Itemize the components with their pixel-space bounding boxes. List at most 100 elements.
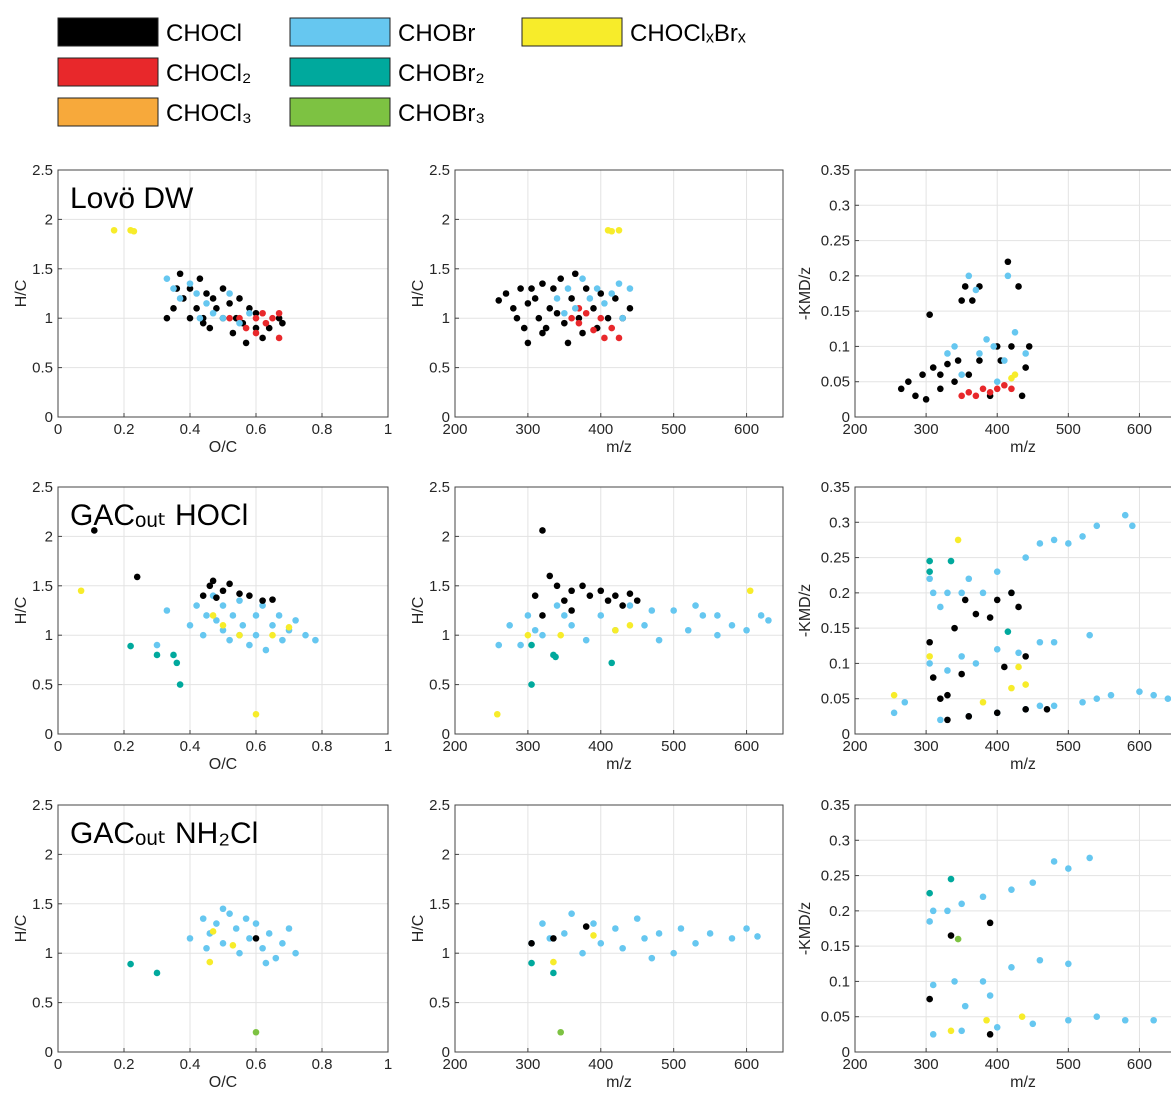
point — [929, 674, 937, 681]
y-tick-label: 0 — [442, 726, 450, 743]
plot-frame — [454, 804, 784, 1053]
point — [601, 300, 608, 307]
point — [550, 969, 557, 977]
y-axis-label: -KMD/z — [797, 584, 814, 637]
point — [897, 385, 905, 393]
point — [1029, 879, 1037, 886]
point — [91, 527, 98, 534]
point — [557, 1028, 564, 1036]
point — [579, 329, 586, 337]
x-tick-label: 500 — [1056, 1056, 1081, 1073]
point — [110, 226, 118, 234]
point — [965, 371, 973, 378]
point — [269, 631, 276, 639]
point — [972, 392, 980, 400]
point — [1150, 1016, 1157, 1024]
point — [226, 580, 233, 588]
x-tick-label: 0.6 — [246, 1056, 267, 1073]
point — [1011, 329, 1019, 336]
y-tick-label: 1.5 — [429, 578, 450, 595]
point — [203, 300, 210, 307]
point — [552, 653, 559, 661]
point — [1022, 554, 1029, 561]
point — [528, 641, 535, 649]
point — [252, 324, 260, 332]
plot-area — [455, 170, 783, 417]
point — [937, 603, 944, 611]
legend-swatch — [521, 17, 623, 47]
point — [275, 309, 283, 317]
point — [219, 314, 227, 322]
point — [219, 622, 227, 629]
point — [193, 290, 200, 297]
point — [170, 305, 177, 312]
point — [213, 594, 220, 601]
y-tick-label: 1.5 — [32, 261, 53, 278]
point — [539, 329, 546, 337]
point — [612, 626, 619, 634]
point — [186, 622, 194, 629]
point — [1136, 688, 1143, 695]
point — [163, 275, 171, 282]
x-tick-label: 0.4 — [180, 1056, 201, 1073]
legend-label: CHOBr₂ — [398, 60, 485, 87]
point — [597, 940, 605, 947]
point — [633, 915, 641, 922]
point — [1015, 603, 1022, 611]
point — [958, 653, 965, 660]
point — [929, 364, 937, 371]
x-tick-label: 0.2 — [114, 738, 135, 755]
x-tick-label: 500 — [661, 421, 686, 438]
point — [1121, 1016, 1129, 1024]
point — [571, 270, 579, 278]
point — [926, 653, 933, 660]
point — [561, 930, 568, 937]
point — [641, 935, 648, 942]
point — [196, 275, 204, 282]
point — [193, 305, 200, 312]
point — [252, 935, 260, 942]
y-axis-label: H/C — [13, 597, 30, 625]
panel-title: GACₒᵤₜ HOCl — [70, 499, 248, 532]
y-tick-label: 1 — [45, 627, 53, 644]
point — [209, 928, 217, 935]
point — [246, 641, 253, 649]
y-tick-label: 0.15 — [821, 620, 850, 637]
y-tick-label: 0.35 — [821, 479, 850, 496]
legend-entry: CHOBr₂ — [289, 57, 485, 87]
point — [493, 710, 501, 718]
panel: 200 300 400 500 600 0 0.05 0.1 0.15 0.2 0.25 0.3 0.3… — [797, 479, 1171, 773]
point — [252, 1028, 260, 1036]
panel: 200 300 400 500 600 0 0.5 1 1.5 2 2.5 m/z H/C — [410, 162, 784, 456]
point — [524, 631, 532, 639]
point — [926, 660, 933, 667]
y-tick-label: 2 — [442, 846, 450, 863]
point — [890, 709, 898, 717]
point — [1086, 854, 1093, 862]
y-tick-label: 1 — [45, 310, 53, 327]
point — [272, 954, 280, 962]
x-axis-label: m/z — [1010, 1074, 1036, 1091]
y-tick-label: 2.5 — [429, 797, 450, 814]
point — [173, 659, 181, 667]
x-tick-label: 400 — [588, 1056, 613, 1073]
point — [947, 875, 955, 883]
point — [213, 617, 220, 624]
point — [926, 568, 933, 575]
point — [528, 940, 535, 947]
point — [926, 311, 933, 318]
y-axis-label: H/C — [13, 280, 30, 308]
y-tick-label: 0.35 — [821, 797, 850, 814]
point — [1001, 357, 1008, 364]
x-tick-label: 0 — [54, 421, 62, 438]
point — [919, 371, 926, 378]
point — [279, 319, 286, 327]
point — [1079, 533, 1086, 540]
legend-entry: CHOBr₃ — [289, 97, 485, 127]
point — [608, 290, 616, 297]
x-tick-label: 0 — [54, 1056, 62, 1073]
point — [1018, 392, 1026, 400]
point — [929, 1031, 937, 1038]
point — [986, 614, 994, 621]
point — [269, 596, 276, 603]
